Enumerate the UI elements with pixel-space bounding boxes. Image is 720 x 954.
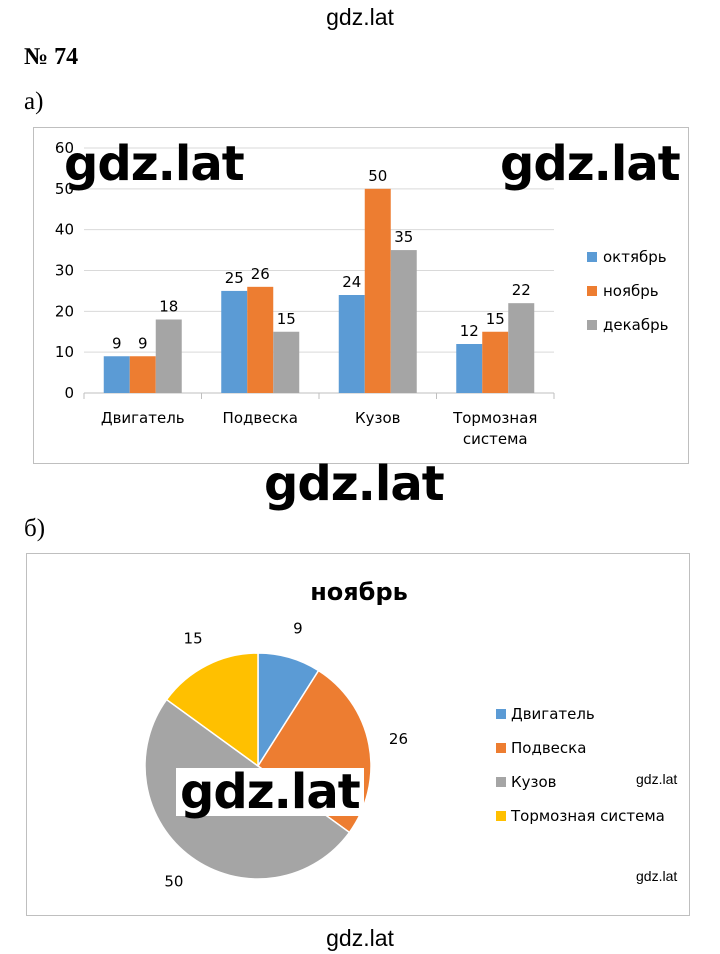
x-category-label: Тормозная: [452, 409, 537, 427]
bar-октябрь: [338, 295, 365, 393]
bar-data-label: 15: [277, 310, 296, 328]
legend-label-декабрь: декабрь: [603, 316, 668, 334]
bar-ноябрь: [364, 188, 391, 393]
site-label-bottom: gdz.lat: [326, 925, 394, 951]
bar-октябрь: [103, 356, 130, 393]
legend-label-октябрь: октябрь: [603, 248, 667, 266]
bar-октябрь: [221, 290, 248, 393]
bar-ноябрь: [129, 356, 156, 393]
site-label-top: gdz.lat: [326, 4, 394, 30]
y-tick-label: 0: [64, 384, 74, 402]
part-b-label: б): [24, 515, 46, 542]
pie-legend-label: Подвеска: [511, 739, 586, 757]
y-tick-label: 60: [55, 139, 74, 157]
pie-legend-swatch: [496, 743, 506, 753]
y-tick-label: 40: [55, 221, 74, 239]
x-category-label: система: [463, 430, 528, 448]
watermark-pie-small-2: gdz.lat: [636, 868, 678, 884]
bar-декабрь: [390, 250, 417, 393]
bar-ноябрь: [482, 331, 509, 393]
watermark-pie-small-1: gdz.lat: [636, 771, 678, 787]
pie-chart: ноябрь 9 26 50 15 Двигатель Подвеска Кузов Тормо…: [144, 578, 665, 891]
legend-swatch-ноябрь: [587, 286, 597, 296]
bar-data-label: 18: [159, 298, 178, 316]
bar-data-label: 25: [225, 269, 244, 287]
y-tick-label: 20: [55, 302, 74, 320]
pie-legend-label: Тормозная система: [510, 807, 665, 825]
watermark-chart-a-right: gdz.lat: [500, 136, 681, 192]
bar-data-label: 9: [138, 334, 148, 352]
y-tick-label: 30: [55, 262, 74, 280]
bar-data-label: 12: [460, 322, 479, 340]
bar-data-label: 24: [342, 273, 361, 291]
pie-data-label: 9: [293, 620, 303, 638]
bar-декабрь: [155, 319, 182, 393]
x-category-label: Двигатель: [101, 409, 185, 427]
legend-swatch-декабрь: [587, 320, 597, 330]
bar-data-label: 22: [512, 281, 531, 299]
bar-data-label: 26: [251, 265, 270, 283]
pie-legend-label: Двигатель: [511, 705, 595, 723]
pie-chart-frame: ноябрь 9 26 50 15 Двигатель Подвеска Кузов Тормо…: [26, 553, 690, 916]
pie-legend-swatch: [496, 709, 506, 719]
task-number: № 74: [24, 44, 79, 70]
bar-data-label: 9: [112, 334, 122, 352]
y-tick-label: 50: [55, 180, 74, 198]
bar-октябрь: [456, 344, 483, 393]
pie-data-label: 50: [164, 873, 183, 891]
legend-swatch-октябрь: [587, 252, 597, 262]
pie-legend-swatch: [496, 811, 506, 821]
part-a-label: а): [24, 88, 44, 115]
bar-декабрь: [273, 331, 300, 393]
legend-label-ноябрь: ноябрь: [603, 282, 659, 300]
pie-title: ноябрь: [310, 578, 408, 606]
bar-ноябрь: [247, 286, 274, 393]
x-category-label: Кузов: [355, 409, 401, 427]
y-tick-label: 10: [55, 343, 74, 361]
x-category-label: Подвеска: [223, 409, 298, 427]
watermark-between: gdz.lat: [264, 456, 445, 512]
watermark-chart-a-left: gdz.lat: [64, 136, 245, 192]
pie-slice-4: [165, 652, 259, 768]
pie-data-label: 15: [184, 630, 203, 648]
pie-legend-swatch: [496, 777, 506, 787]
bar-декабрь: [508, 303, 535, 393]
watermark-pie-overlay: gdz.lat: [176, 768, 364, 816]
bar-data-label: 35: [394, 228, 413, 246]
bar-chart-frame: 0 10 20 30 40 50 60 9 9 18 Двигатель 25 26 15 Подвеска…: [33, 127, 689, 464]
pie-data-label: 26: [389, 730, 408, 748]
pie-legend-label: Кузов: [511, 773, 557, 791]
bar-data-label: 15: [486, 310, 505, 328]
bar-data-label: 50: [368, 167, 387, 185]
bar-chart: 0 10 20 30 40 50 60 9 9 18 Двигатель 25 26 15 Подвеска…: [55, 139, 669, 448]
